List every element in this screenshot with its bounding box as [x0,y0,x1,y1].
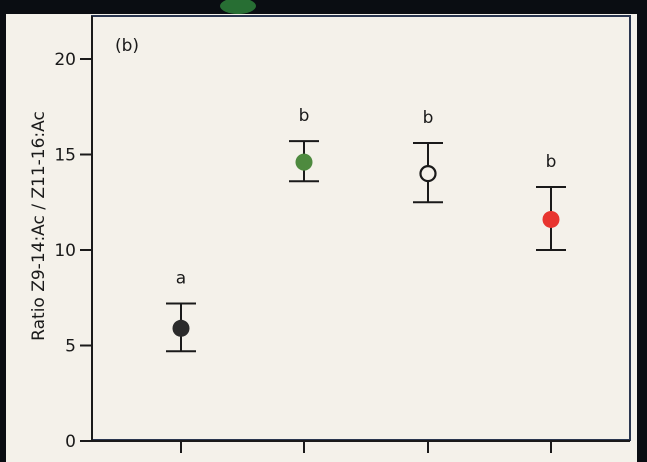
y-tick-label: 0 [65,432,76,452]
data-point [295,153,313,171]
y-tick-label: 20 [54,50,76,70]
y-tick-label: 15 [54,146,76,166]
data-point [172,319,190,337]
significance-letter: b [423,108,434,128]
y-tick-label: 10 [54,241,76,261]
x-axis-ticks [180,441,552,453]
significance-letter: b [299,106,310,126]
y-axis-ticks: 0 5 10 15 20 [54,50,92,452]
panel-label: (b) [115,36,139,56]
data-marks: a b b b [166,106,566,353]
data-point [542,210,560,228]
y-tick-label: 5 [65,337,76,357]
backdrop-glow [220,0,256,14]
y-axis-title: Ratio Z9-14:Ac / Z11-16:Ac [29,111,49,341]
data-point [419,165,437,183]
plot-panel [6,14,637,462]
significance-letter: b [546,152,557,172]
significance-letter: a [176,268,186,288]
